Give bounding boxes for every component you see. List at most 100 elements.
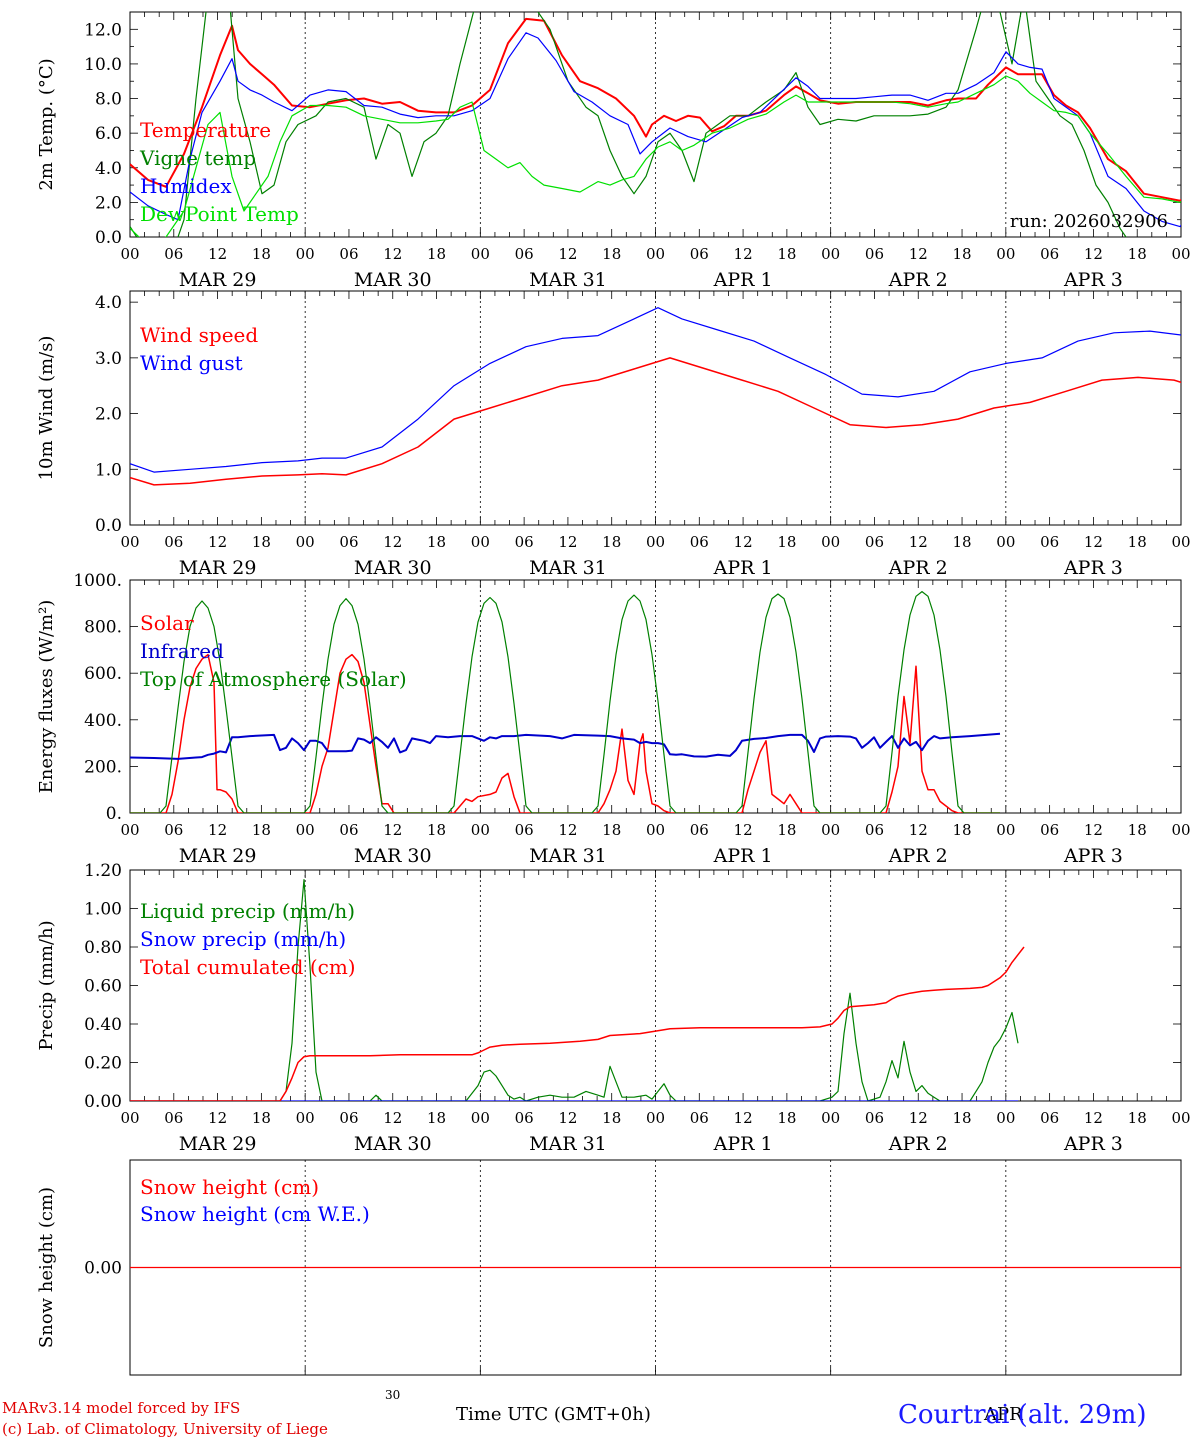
legend-total-cumulated-cm: Total cumulated (cm) <box>140 955 356 979</box>
x-day-label: MAR 30 <box>354 557 432 579</box>
x-hour-label: 06 <box>164 1109 183 1127</box>
legend-humidex: Humidex <box>140 174 232 198</box>
series-line-infrared <box>130 732 1001 760</box>
series-group <box>130 878 1025 1101</box>
x-hour-label: 06 <box>339 533 358 551</box>
y-tick-label: 6.0 <box>95 124 122 144</box>
x-hour-label: 12 <box>208 821 227 839</box>
y-tick-label: 8.0 <box>95 90 122 110</box>
x-hour-label: 06 <box>1040 533 1059 551</box>
x-hour-label: 06 <box>164 821 183 839</box>
x-hour-label: 18 <box>1128 821 1147 839</box>
x-hour-label: 18 <box>777 245 796 263</box>
x-hour-label: 00 <box>296 821 315 839</box>
bottom-apr-tick: APR <box>984 1404 1023 1425</box>
series-line-liquid-precip-mm-h <box>130 878 1019 1101</box>
x-hour-label: 06 <box>515 533 534 551</box>
x-hour-label: 12 <box>734 821 753 839</box>
x-hour-label: 06 <box>515 1109 534 1127</box>
y-tick-label: 3.0 <box>95 349 122 369</box>
model-credit: MARv3.14 model forced by IFS (c) Lab. of… <box>2 1398 328 1440</box>
x-hour-label: 18 <box>252 821 271 839</box>
panel-precip: 0.00 0.20 0.40 0.60 0.80 1.00 1.20 Precip (mm/h… <box>36 861 1191 1155</box>
x-hour-label: 06 <box>339 1109 358 1127</box>
x-hour-label: 18 <box>952 533 971 551</box>
x-hour-label: 00 <box>996 533 1015 551</box>
x-hour-label: 00 <box>821 821 840 839</box>
legend-solar: Solar <box>140 611 194 635</box>
y-axis-label: Snow height (cm) <box>36 1187 57 1348</box>
x-hour-label: 00 <box>296 1109 315 1127</box>
x-hour-label: 00 <box>120 245 139 263</box>
x-hour-label: 12 <box>909 533 928 551</box>
legend-dewpoint-temp: DewPoint Temp <box>140 202 299 226</box>
legend-wind-gust: Wind gust <box>140 351 243 375</box>
x-hour-label: 06 <box>515 821 534 839</box>
x-hour-label: 12 <box>208 1109 227 1127</box>
y-axis-label: Energy fluxes (W/m²) <box>36 600 57 794</box>
x-hour-label: 00 <box>1171 533 1190 551</box>
x-hour-label: 18 <box>952 821 971 839</box>
x-hour-label: 12 <box>208 245 227 263</box>
x-day-label: MAR 30 <box>354 269 432 291</box>
x-hour-label: 18 <box>252 533 271 551</box>
legend-vigne-temp: Vigne temp <box>139 146 256 170</box>
x-hour-label: 00 <box>996 1109 1015 1127</box>
x-hour-label: 18 <box>1128 245 1147 263</box>
x-day-label: MAR 31 <box>529 269 607 291</box>
x-hour-label: 00 <box>471 1109 490 1127</box>
x-hour-label: 00 <box>646 1109 665 1127</box>
x-hour-label: 18 <box>777 821 796 839</box>
x-hour-label: 12 <box>383 533 402 551</box>
x-day-label: APR 1 <box>713 269 773 291</box>
station-name: Courtrai (alt. 29m) <box>898 1400 1147 1430</box>
y-tick-label: 4.0 <box>95 293 122 313</box>
series-line-humidex <box>130 32 1181 228</box>
panel-wind: 0.0 1.0 2.0 3.0 4.0 10m Wind (m/s) 00 06 12 18 00 0… <box>36 290 1191 579</box>
x-hour-label: 00 <box>821 533 840 551</box>
y-tick-label: 0. <box>106 804 122 824</box>
x-hour-label: 00 <box>1171 245 1190 263</box>
x-day-label: APR 3 <box>1063 845 1123 867</box>
legend-infrared: Infrared <box>140 639 224 663</box>
y-tick-label: 4.0 <box>95 159 122 179</box>
y-tick-label: 0.80 <box>84 938 122 958</box>
x-hour-label: 12 <box>383 245 402 263</box>
x-hour-label: 00 <box>296 245 315 263</box>
x-hour-label: 12 <box>909 1109 928 1127</box>
x-hour-label: 06 <box>1040 245 1059 263</box>
y-tick-label: 0.00 <box>84 1092 122 1112</box>
x-day-label: MAR 31 <box>529 845 607 867</box>
y-tick-label: 0.60 <box>84 977 122 997</box>
x-hour-label: 00 <box>821 1109 840 1127</box>
y-tick-label: 1.0 <box>95 460 122 480</box>
legend-snow-precip-mm-h: Snow precip (mm/h) <box>140 927 346 951</box>
x-hour-label: 18 <box>252 1109 271 1127</box>
credit-line-1: MARv3.14 model forced by IFS <box>2 1399 241 1417</box>
x-day-label: APR 2 <box>888 269 948 291</box>
series-group <box>130 12 1181 237</box>
x-day-label: APR 2 <box>888 557 948 579</box>
y-axis-label: 10m Wind (m/s) <box>36 336 57 481</box>
x-hour-label: 00 <box>996 245 1015 263</box>
series-line-wind-speed <box>130 357 1181 486</box>
x-hour-label: 06 <box>865 245 884 263</box>
legend-temperature: Temperature <box>140 118 271 142</box>
x-hour-label: 12 <box>558 1109 577 1127</box>
run-annotation: run: 2026032906 <box>1010 211 1168 232</box>
x-hour-label: 12 <box>734 533 753 551</box>
x-hour-label: 06 <box>339 821 358 839</box>
y-tick-label: 0.0 <box>95 516 122 536</box>
x-hour-label: 18 <box>1128 533 1147 551</box>
x-hour-label: 18 <box>427 821 446 839</box>
x-hour-label: 18 <box>777 533 796 551</box>
x-hour-label: 12 <box>734 1109 753 1127</box>
x-axis-label: Time UTC (GMT+0h) <box>456 1404 651 1425</box>
x-day-label: MAR 29 <box>179 557 257 579</box>
y-tick-label: 12.0 <box>84 20 122 40</box>
x-hour-label: 06 <box>690 533 709 551</box>
legend-wind-speed: Wind speed <box>140 323 258 347</box>
x-hour-label: 18 <box>1128 1109 1147 1127</box>
x-hour-label: 00 <box>120 1109 139 1127</box>
legend-liquid-precip-mm-h: Liquid precip (mm/h) <box>140 899 355 923</box>
